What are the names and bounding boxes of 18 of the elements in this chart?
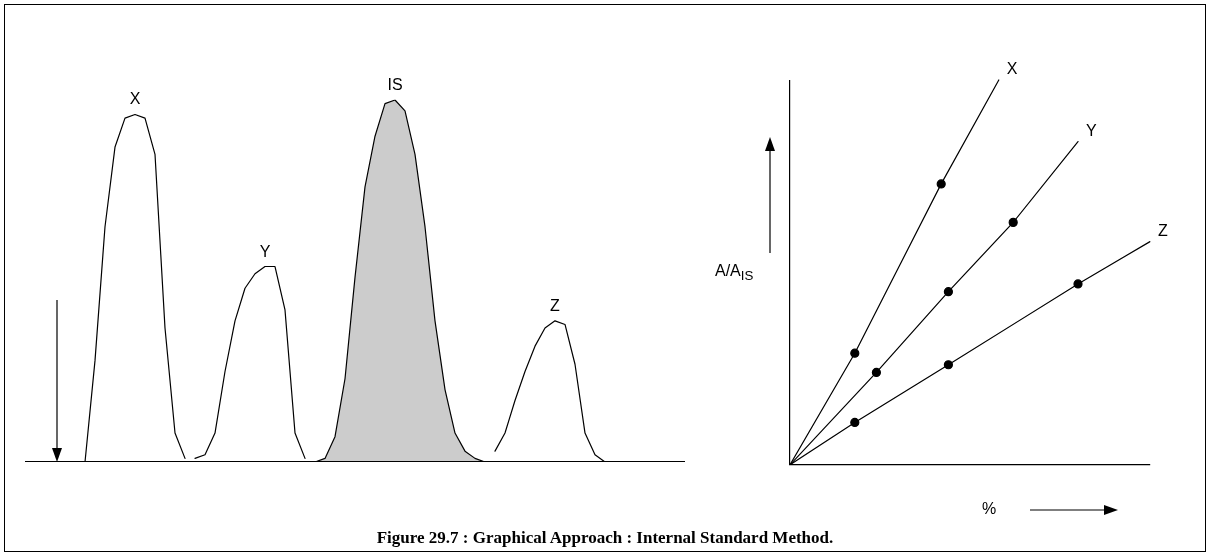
x-axis-title: % bbox=[982, 500, 997, 518]
series-label: IS bbox=[387, 76, 403, 93]
y-axis-title: A/A$_{IS}$ bbox=[715, 262, 754, 284]
point bbox=[943, 287, 953, 297]
series-label: Y bbox=[259, 242, 271, 260]
point bbox=[1008, 217, 1018, 227]
series-label: X bbox=[129, 90, 141, 108]
point bbox=[850, 348, 860, 358]
point bbox=[850, 417, 860, 428]
series-label: Z bbox=[1158, 221, 1168, 239]
series-label: X bbox=[1006, 60, 1018, 77]
series-label: Y bbox=[1086, 121, 1097, 139]
point bbox=[943, 360, 953, 370]
series-label: Z bbox=[550, 296, 561, 314]
point bbox=[871, 367, 881, 378]
point bbox=[1073, 279, 1083, 289]
point bbox=[936, 179, 946, 189]
caption: Figure 29.7 : Graphical Approach : Internal Standard Method. bbox=[375, 528, 835, 548]
